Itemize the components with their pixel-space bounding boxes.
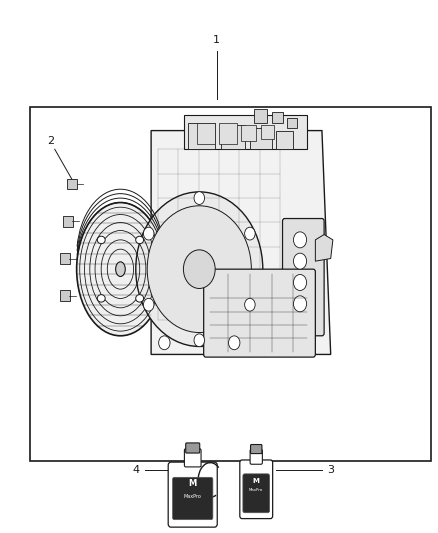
Circle shape: [159, 336, 170, 350]
FancyBboxPatch shape: [221, 125, 245, 149]
Circle shape: [194, 192, 205, 205]
FancyBboxPatch shape: [186, 443, 200, 453]
FancyBboxPatch shape: [184, 449, 201, 467]
FancyBboxPatch shape: [240, 460, 272, 519]
FancyBboxPatch shape: [272, 112, 283, 123]
Text: 4: 4: [132, 465, 139, 475]
FancyBboxPatch shape: [254, 109, 267, 123]
FancyBboxPatch shape: [197, 123, 215, 144]
FancyBboxPatch shape: [184, 115, 307, 149]
Circle shape: [293, 274, 307, 290]
FancyBboxPatch shape: [60, 253, 70, 264]
Circle shape: [194, 334, 205, 346]
FancyBboxPatch shape: [63, 216, 73, 227]
Circle shape: [245, 298, 255, 311]
Text: MaxPro: MaxPro: [249, 488, 263, 492]
Text: M: M: [189, 480, 197, 488]
Ellipse shape: [136, 236, 144, 244]
Circle shape: [229, 336, 240, 350]
Circle shape: [245, 227, 255, 240]
Ellipse shape: [97, 295, 105, 302]
Text: 2: 2: [47, 136, 54, 146]
Circle shape: [143, 298, 154, 311]
Text: 3: 3: [327, 465, 334, 475]
Circle shape: [147, 206, 251, 333]
FancyBboxPatch shape: [204, 269, 315, 357]
FancyBboxPatch shape: [250, 128, 272, 149]
Circle shape: [184, 250, 215, 288]
Ellipse shape: [97, 236, 105, 244]
FancyBboxPatch shape: [283, 219, 324, 336]
FancyBboxPatch shape: [168, 462, 217, 527]
Text: M: M: [253, 478, 260, 484]
FancyBboxPatch shape: [250, 449, 262, 464]
FancyBboxPatch shape: [243, 474, 269, 513]
Circle shape: [293, 232, 307, 248]
FancyBboxPatch shape: [60, 290, 70, 301]
Text: 1: 1: [213, 35, 220, 45]
Bar: [30, 107, 431, 461]
FancyBboxPatch shape: [251, 445, 262, 454]
FancyBboxPatch shape: [276, 131, 293, 149]
Ellipse shape: [77, 203, 164, 336]
Circle shape: [293, 253, 307, 269]
Circle shape: [293, 296, 307, 312]
Ellipse shape: [116, 262, 125, 277]
Ellipse shape: [136, 295, 144, 302]
Circle shape: [143, 227, 154, 240]
Polygon shape: [315, 235, 333, 261]
Circle shape: [136, 192, 263, 346]
FancyBboxPatch shape: [261, 125, 274, 139]
FancyBboxPatch shape: [188, 123, 215, 149]
FancyBboxPatch shape: [219, 123, 237, 144]
FancyBboxPatch shape: [287, 118, 297, 128]
Polygon shape: [151, 131, 331, 354]
FancyBboxPatch shape: [241, 125, 256, 141]
Text: MaxPro: MaxPro: [184, 494, 201, 499]
FancyBboxPatch shape: [67, 179, 77, 189]
FancyBboxPatch shape: [173, 478, 213, 520]
